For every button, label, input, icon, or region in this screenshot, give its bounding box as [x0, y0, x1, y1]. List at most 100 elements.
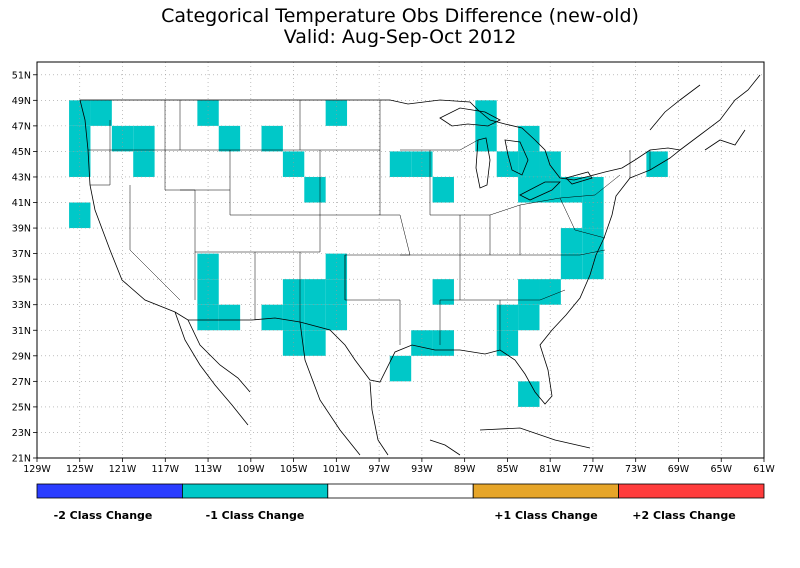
y-tick-label: 33N	[12, 300, 31, 311]
change-cell-minus1	[646, 151, 668, 177]
change-cell-minus1	[218, 304, 241, 331]
change-cell-minus1	[282, 151, 305, 177]
legend-swatch-1	[181, 483, 329, 499]
change-cell-minus1	[325, 279, 348, 305]
y-tick-label: 49N	[12, 96, 31, 107]
legend-label-minus1: -1 Class Change	[205, 509, 305, 522]
change-cell-minus1	[582, 202, 604, 229]
x-tick-label: 85W	[497, 464, 519, 475]
mexico-coast	[299, 321, 389, 456]
change-cell-minus1	[261, 304, 283, 331]
change-cell-minus1	[496, 151, 519, 177]
change-cell-minus1	[539, 151, 561, 177]
x-tick-label: 125W	[66, 464, 94, 475]
change-cell-minus1	[539, 176, 561, 203]
lake-michigan	[475, 137, 491, 189]
x-tick-label: 65W	[710, 464, 732, 475]
y-tick-label: 31N	[12, 326, 31, 337]
change-cell-minus1	[304, 330, 326, 356]
x-tick-label: 129W	[23, 464, 51, 475]
change-cell-minus1	[496, 304, 519, 331]
x-tick-label: 77W	[582, 464, 604, 475]
change-cell-minus1	[325, 100, 348, 126]
change-cell-minus1	[518, 125, 540, 152]
change-cell-minus1	[304, 304, 326, 331]
change-cell-minus1	[325, 304, 348, 331]
y-tick-label: 23N	[12, 428, 31, 439]
change-cell-minus1	[496, 330, 519, 356]
temperature-change-cells	[69, 100, 668, 407]
y-tick-label: 21N	[12, 454, 31, 465]
y-tick-label: 29N	[12, 351, 31, 362]
legend-label-plus1: +1 Class Change	[494, 509, 598, 522]
change-cell-minus1	[69, 151, 91, 177]
change-cell-minus1	[432, 176, 454, 203]
change-cell-minus1	[518, 304, 540, 331]
change-cell-minus1	[432, 279, 454, 305]
change-cell-minus1	[411, 330, 433, 356]
map-frame	[36, 61, 765, 459]
y-tick-label: 41N	[12, 198, 31, 209]
change-cell-minus1	[475, 100, 497, 126]
change-cell-minus1	[389, 151, 412, 177]
x-tick-label: 73W	[625, 464, 647, 475]
legend-swatch-4	[618, 483, 765, 499]
change-cell-minus1	[282, 279, 305, 305]
change-cell-minus1	[304, 279, 326, 305]
title-line-1: Categorical Temperature Obs Difference (…	[161, 5, 639, 27]
map-title: Categorical Temperature Obs Difference (…	[0, 6, 800, 48]
x-tick-label: 81W	[539, 464, 561, 475]
canada-coast	[649, 74, 761, 151]
change-cell-minus1	[218, 125, 241, 152]
y-tick-label: 43N	[12, 172, 31, 183]
x-tick-label: 105W	[280, 464, 308, 475]
legend-swatch-2	[327, 483, 474, 499]
y-tick-label: 27N	[12, 377, 31, 388]
x-tick-label: 97W	[368, 464, 390, 475]
change-cell-minus1	[518, 381, 540, 407]
lake-huron	[504, 139, 529, 176]
change-cell-minus1	[432, 330, 454, 356]
y-tick-label: 47N	[12, 121, 31, 132]
change-cell-minus1	[560, 228, 583, 254]
us-coastline-border	[79, 99, 681, 405]
change-cell-minus1	[389, 355, 412, 382]
change-cell-minus1	[197, 279, 219, 305]
lat-lon-grid	[36, 62, 765, 459]
x-tick-label: 89W	[454, 464, 476, 475]
y-tick-label: 39N	[12, 224, 31, 235]
x-tick-label: 101W	[323, 464, 351, 475]
x-tick-label: 109W	[237, 464, 265, 475]
legend-swatch-3	[472, 483, 620, 499]
x-tick-label: 113W	[194, 464, 222, 475]
change-cell-minus1	[560, 176, 583, 203]
y-tick-label: 37N	[12, 249, 31, 260]
us-basemap-outlines	[79, 74, 761, 456]
change-cell-minus1	[518, 279, 540, 305]
change-cell-minus1	[261, 125, 283, 152]
legend-label-minus2: -2 Class Change	[53, 509, 153, 522]
x-tick-label: 61W	[753, 464, 775, 475]
change-cell-minus1	[411, 151, 433, 177]
x-tick-label: 93W	[411, 464, 433, 475]
axis-tick-labels: 129W 125W 121W 117W 113W 109W 105W 101W 97W 93W 89…	[12, 70, 776, 475]
change-cell-minus1	[560, 253, 583, 280]
y-tick-label: 51N	[12, 70, 31, 81]
change-cell-minus1	[282, 330, 305, 356]
change-cell-minus1	[69, 202, 91, 229]
lake-superior	[439, 107, 501, 127]
state-lines	[88, 100, 651, 350]
legend-label-plus2: +2 Class Change	[632, 509, 736, 522]
change-cell-minus1	[90, 100, 112, 126]
change-cell-minus1	[304, 176, 326, 203]
baja-coast	[174, 311, 251, 426]
change-cell-minus1	[582, 176, 604, 203]
lake-erie	[519, 181, 561, 201]
x-tick-label: 69W	[668, 464, 690, 475]
y-tick-label: 25N	[12, 402, 31, 413]
legend-swatch-0	[36, 483, 183, 499]
y-tick-label: 45N	[12, 147, 31, 158]
x-tick-label: 121W	[109, 464, 137, 475]
y-tick-label: 35N	[12, 275, 31, 286]
